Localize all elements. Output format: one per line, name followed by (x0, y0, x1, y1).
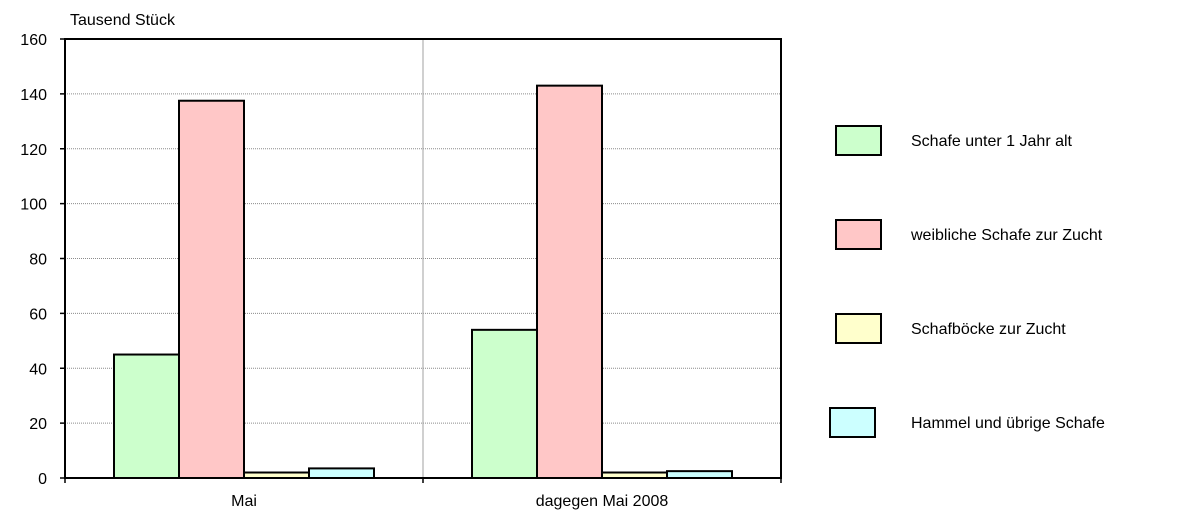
y-tick-label: 160 (20, 32, 47, 49)
bar (536, 84, 603, 480)
legend-label: Hammel und übrige Schafe (911, 415, 1105, 432)
y-tick-label: 0 (38, 471, 47, 488)
bar (113, 353, 180, 479)
bar (666, 470, 733, 479)
y-tick-label: 40 (29, 361, 47, 378)
bar (471, 328, 538, 479)
legend-label: weibliche Schafe zur Zucht (910, 227, 1103, 244)
y-tick-label: 100 (20, 197, 47, 214)
y-tick-label: 80 (29, 252, 47, 269)
y-tick-label: 20 (29, 416, 47, 433)
legend-label: Schafböcke zur Zucht (911, 321, 1066, 338)
legend-label: Schafe unter 1 Jahr alt (911, 133, 1073, 150)
y-tick-label: 140 (20, 87, 47, 104)
y-tick-label: 120 (20, 142, 47, 159)
x-tick-label: dagegen Mai 2008 (536, 493, 669, 510)
bars (113, 84, 733, 480)
grid-lines (65, 39, 781, 478)
legend: Schafe unter 1 Jahr alt weibliche Schafe … (829, 125, 1105, 438)
bar (308, 467, 375, 480)
legend-swatch (835, 313, 882, 344)
axes: Mai dagegen Mai 2008 0 20 40 60 80 100 120 140 160 (20, 32, 782, 510)
legend-swatch (835, 219, 882, 250)
y-axis-unit-label: Tausend Stück (70, 12, 176, 29)
legend-swatch (835, 125, 882, 156)
legend-swatch (829, 407, 876, 438)
bar (178, 99, 245, 479)
y-tick-label: 60 (29, 306, 47, 323)
x-tick-label: Mai (231, 493, 257, 510)
